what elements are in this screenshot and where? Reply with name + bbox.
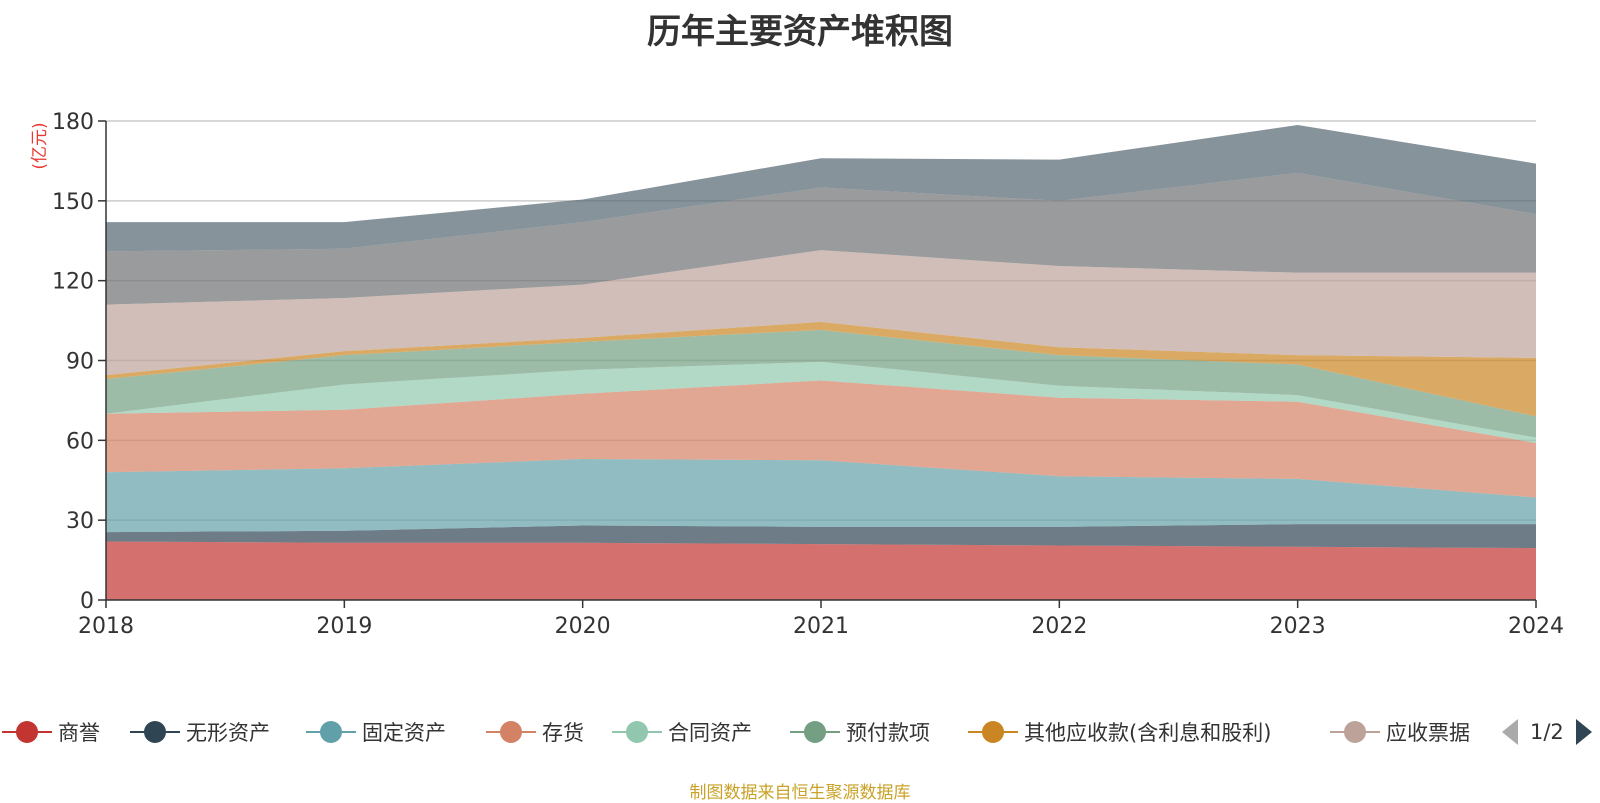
area-series-5[interactable] — [106, 329, 1536, 438]
y-tick-label: 120 — [52, 270, 94, 295]
area-series-8[interactable] — [106, 172, 1536, 305]
x-tick-label: 2019 — [316, 614, 372, 639]
legend-marker-icon — [790, 721, 840, 743]
legend-item[interactable]: 无形资产 — [130, 715, 270, 749]
area-series-3[interactable] — [106, 380, 1536, 498]
legend-item[interactable]: 商誉 — [2, 715, 100, 749]
y-tick-label: 0 — [80, 589, 94, 614]
y-tick-label: 60 — [66, 429, 94, 454]
legend-marker-icon — [130, 721, 180, 743]
legend-page-indicator: 1/2 — [1530, 720, 1564, 744]
legend-label: 固定资产 — [362, 721, 446, 745]
y-tick-label: 180 — [52, 110, 94, 135]
area-series-2[interactable] — [106, 458, 1536, 533]
legend-label: 合同资产 — [668, 721, 752, 745]
area-series-9[interactable] — [106, 124, 1536, 252]
legend-marker-icon — [1330, 721, 1380, 743]
y-axis-unit-label: (亿元) — [30, 122, 50, 169]
legend-item[interactable]: 合同资产 — [612, 715, 752, 749]
legend-item[interactable]: 预付款项 — [790, 715, 930, 749]
x-tick-label: 2020 — [555, 614, 611, 639]
y-tick-label: 150 — [52, 190, 94, 215]
legend: 商誉 无形资产 固定资产 存货 合同资产 预付款项 其他应收款(含利息和股利) 应收票据 — [0, 715, 1600, 749]
chart-title: 历年主要资产堆积图 — [647, 12, 953, 52]
legend-label: 商誉 — [58, 721, 100, 745]
legend-next-icon[interactable] — [1572, 717, 1594, 747]
stacked-area-chart: 0 30 60 90 120 150 180 2018 2019 2020 2021 2022 2023… — [30, 110, 1564, 639]
legend-marker-icon — [306, 721, 356, 743]
area-series-7[interactable] — [106, 250, 1536, 376]
y-tick-label: 30 — [66, 509, 94, 534]
legend-prev-icon[interactable] — [1500, 717, 1522, 747]
y-tick-label: 90 — [66, 350, 94, 375]
legend-item[interactable]: 固定资产 — [306, 715, 446, 749]
legend-item[interactable]: 其他应收款(含利息和股利) — [968, 715, 1271, 749]
x-tick-label: 2024 — [1508, 614, 1564, 639]
x-tick-label: 2022 — [1031, 614, 1087, 639]
legend-marker-icon — [612, 721, 662, 743]
area-series — [106, 124, 1536, 600]
area-series-1[interactable] — [106, 524, 1536, 549]
legend-label: 无形资产 — [186, 721, 270, 745]
x-tick-label: 2018 — [78, 614, 134, 639]
legend-label: 其他应收款(含利息和股利) — [1024, 721, 1272, 745]
legend-marker-icon — [486, 721, 536, 743]
axes: 0 30 60 90 120 150 180 2018 2019 2020 2021 2022 2023… — [52, 110, 1564, 639]
source-note: 制图数据来自恒生聚源数据库 — [689, 783, 911, 803]
area-series-6[interactable] — [106, 321, 1536, 417]
legend-item[interactable]: 应收票据 — [1330, 715, 1470, 749]
legend-marker-icon — [968, 721, 1018, 743]
legend-item[interactable]: 存货 — [486, 715, 584, 749]
legend-label: 预付款项 — [846, 721, 930, 745]
legend-label: 存货 — [542, 721, 584, 745]
legend-label: 应收票据 — [1386, 721, 1470, 745]
x-tick-label: 2021 — [793, 614, 849, 639]
area-series-4[interactable] — [106, 361, 1536, 443]
x-tick-label: 2023 — [1270, 614, 1326, 639]
area-series-0[interactable] — [106, 541, 1536, 600]
legend-pager: 1/2 — [1500, 715, 1594, 749]
legend-marker-icon — [2, 721, 52, 743]
